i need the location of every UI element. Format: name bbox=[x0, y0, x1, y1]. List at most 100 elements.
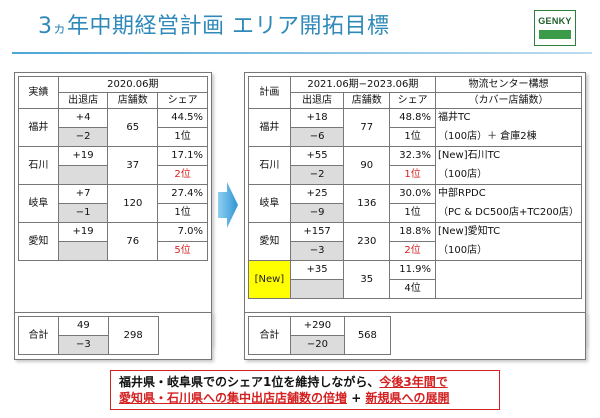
total-label: 合計 bbox=[18, 316, 59, 355]
table-row: 岐阜 +7 120 27.4% bbox=[18, 184, 208, 223]
open-count: +19 bbox=[57, 146, 109, 166]
logistics-name: 福井TC bbox=[435, 108, 582, 128]
plan-row-header: 計画 bbox=[248, 76, 291, 109]
share-value: 30.0% bbox=[389, 184, 437, 204]
title-rest: 年中期経営計画 エリア開拓目標 bbox=[67, 14, 390, 39]
summary-text: 福井県・岐阜県でのシェア1位を維持しながら、 bbox=[119, 375, 380, 389]
row-label: 愛知 bbox=[248, 222, 291, 261]
row-label: 石川 bbox=[18, 146, 59, 185]
logistics-coverage: （100店） bbox=[435, 165, 582, 185]
title-prefix: 3 bbox=[38, 14, 53, 39]
summary-highlight: 今後3年間で bbox=[379, 375, 448, 389]
share-value: 48.8% bbox=[389, 108, 437, 128]
col-header-stores: 店舗数 bbox=[343, 92, 391, 109]
rank-value: 1位 bbox=[389, 127, 437, 147]
plan-period: 2021.06期−2023.06期 bbox=[289, 76, 437, 93]
close-count: −3 bbox=[289, 241, 345, 261]
store-count: 120 bbox=[107, 184, 159, 223]
store-count: 65 bbox=[107, 108, 159, 147]
row-label: 愛知 bbox=[18, 222, 59, 261]
title-ka: ヵ bbox=[52, 21, 67, 37]
rank-value: 1位 bbox=[389, 165, 437, 185]
open-count: +19 bbox=[57, 222, 109, 242]
rank-value: 1位 bbox=[157, 127, 208, 147]
row-label-new: [New] bbox=[248, 260, 291, 299]
summary-message: 福井県・岐阜県でのシェア1位を維持しながら、今後3年間で 愛知県・石川県への集中… bbox=[110, 370, 500, 410]
close-count: −9 bbox=[289, 203, 345, 223]
genky-logo: GENKY bbox=[534, 10, 576, 46]
open-count: +7 bbox=[57, 184, 109, 204]
plan-total-table: 合計 +290 568 −20 bbox=[248, 316, 582, 355]
logistics-name: [New]愛知TC bbox=[435, 222, 582, 242]
open-count: +4 bbox=[57, 108, 109, 128]
close-count: −2 bbox=[57, 127, 109, 147]
rank-value: 2位 bbox=[157, 165, 208, 185]
summary-line-2: 愛知県・石川県への集中出店店舗数の倍増 + 新規県への展開 bbox=[119, 390, 491, 406]
page-title: 3ヵ年中期経営計画 エリア開拓目標 bbox=[38, 8, 390, 40]
logistics-name: [New]石川TC bbox=[435, 146, 582, 166]
results-period: 2020.06期 bbox=[57, 76, 209, 93]
share-value: 44.5% bbox=[157, 108, 208, 128]
title-underline bbox=[12, 52, 592, 54]
open-count: +25 bbox=[289, 184, 345, 204]
rank-value: 4位 bbox=[389, 279, 437, 299]
summary-line-1: 福井県・岐阜県でのシェア1位を維持しながら、今後3年間で bbox=[119, 374, 491, 390]
arrow-right-icon bbox=[218, 182, 238, 228]
total-open: +290 bbox=[289, 316, 345, 336]
open-count: +18 bbox=[289, 108, 345, 128]
share-value: 27.4% bbox=[157, 184, 208, 204]
table-row: 愛知 +19 76 7.0% bbox=[18, 222, 208, 261]
close-count: −2 bbox=[289, 165, 345, 185]
plan-table: 計画 2021.06期−2023.06期 物流センター構想 出退店 店舗数 シェ… bbox=[248, 76, 582, 299]
row-label: 石川 bbox=[248, 146, 291, 185]
share-value: 7.0% bbox=[157, 222, 208, 242]
rank-value: 2位 bbox=[389, 241, 437, 261]
table-row: 石川 +55 90 32.3% [New]石川TC bbox=[248, 146, 582, 185]
store-count: 37 bbox=[107, 146, 159, 185]
table-row: 福井 +18 77 48.8% 福井TC bbox=[248, 108, 582, 147]
logistics-subheader: （カバー店舗数） bbox=[435, 92, 582, 109]
total-close: −20 bbox=[289, 335, 345, 355]
logistics-coverage: （100店）＋ 倉庫2棟 bbox=[435, 127, 582, 147]
open-count: +35 bbox=[289, 260, 345, 280]
open-count: +157 bbox=[289, 222, 345, 242]
logistics-header: 物流センター構想 bbox=[435, 76, 582, 93]
store-count: 90 bbox=[343, 146, 391, 185]
table-row: 石川 +19 37 17.1% bbox=[18, 146, 208, 185]
store-count: 136 bbox=[343, 184, 391, 223]
share-value: 32.3% bbox=[389, 146, 437, 166]
table-row: 岐阜 +25 136 30.0% 中部RPDC bbox=[248, 184, 582, 223]
row-label: 岐阜 bbox=[248, 184, 291, 223]
close-count bbox=[289, 279, 345, 299]
summary-highlight: 愛知県・石川県への集中出店店舗数の倍増 bbox=[119, 391, 348, 405]
share-value: 18.8% bbox=[389, 222, 437, 242]
col-header-open: 出退店 bbox=[289, 92, 345, 109]
store-count: 77 bbox=[343, 108, 391, 147]
table-row: [New] +35 35 11.9% bbox=[248, 260, 582, 299]
col-header-stores: 店舗数 bbox=[107, 92, 159, 109]
store-count: 35 bbox=[343, 260, 391, 299]
summary-highlight: 新規県への展開 bbox=[365, 391, 450, 405]
rank-value: 1位 bbox=[157, 203, 208, 223]
summary-plus: + bbox=[347, 391, 366, 405]
results-total-table: 合計 49 298 −3 bbox=[18, 316, 208, 355]
col-header-share: シェア bbox=[389, 92, 437, 109]
col-header-share: シェア bbox=[157, 92, 208, 109]
logistics-coverage: （PC & DC500店+TC200店） bbox=[435, 203, 582, 223]
close-count bbox=[57, 165, 109, 185]
close-count bbox=[57, 241, 109, 261]
row-label: 福井 bbox=[18, 108, 59, 147]
total-stores: 298 bbox=[107, 316, 159, 355]
logo-text: GENKY bbox=[538, 16, 572, 26]
logo-bar bbox=[539, 30, 571, 39]
total-stores: 568 bbox=[343, 316, 391, 355]
table-row: 愛知 +157 230 18.8% [New]愛知TC bbox=[248, 222, 582, 261]
total-open: 49 bbox=[57, 316, 109, 336]
row-label: 福井 bbox=[248, 108, 291, 147]
total-close: −3 bbox=[57, 335, 109, 355]
open-count: +55 bbox=[289, 146, 345, 166]
rank-value: 1位 bbox=[389, 203, 437, 223]
table-row: 福井 +4 65 44.5% bbox=[18, 108, 208, 147]
store-count: 76 bbox=[107, 222, 159, 261]
results-row-header: 実績 bbox=[18, 76, 59, 109]
